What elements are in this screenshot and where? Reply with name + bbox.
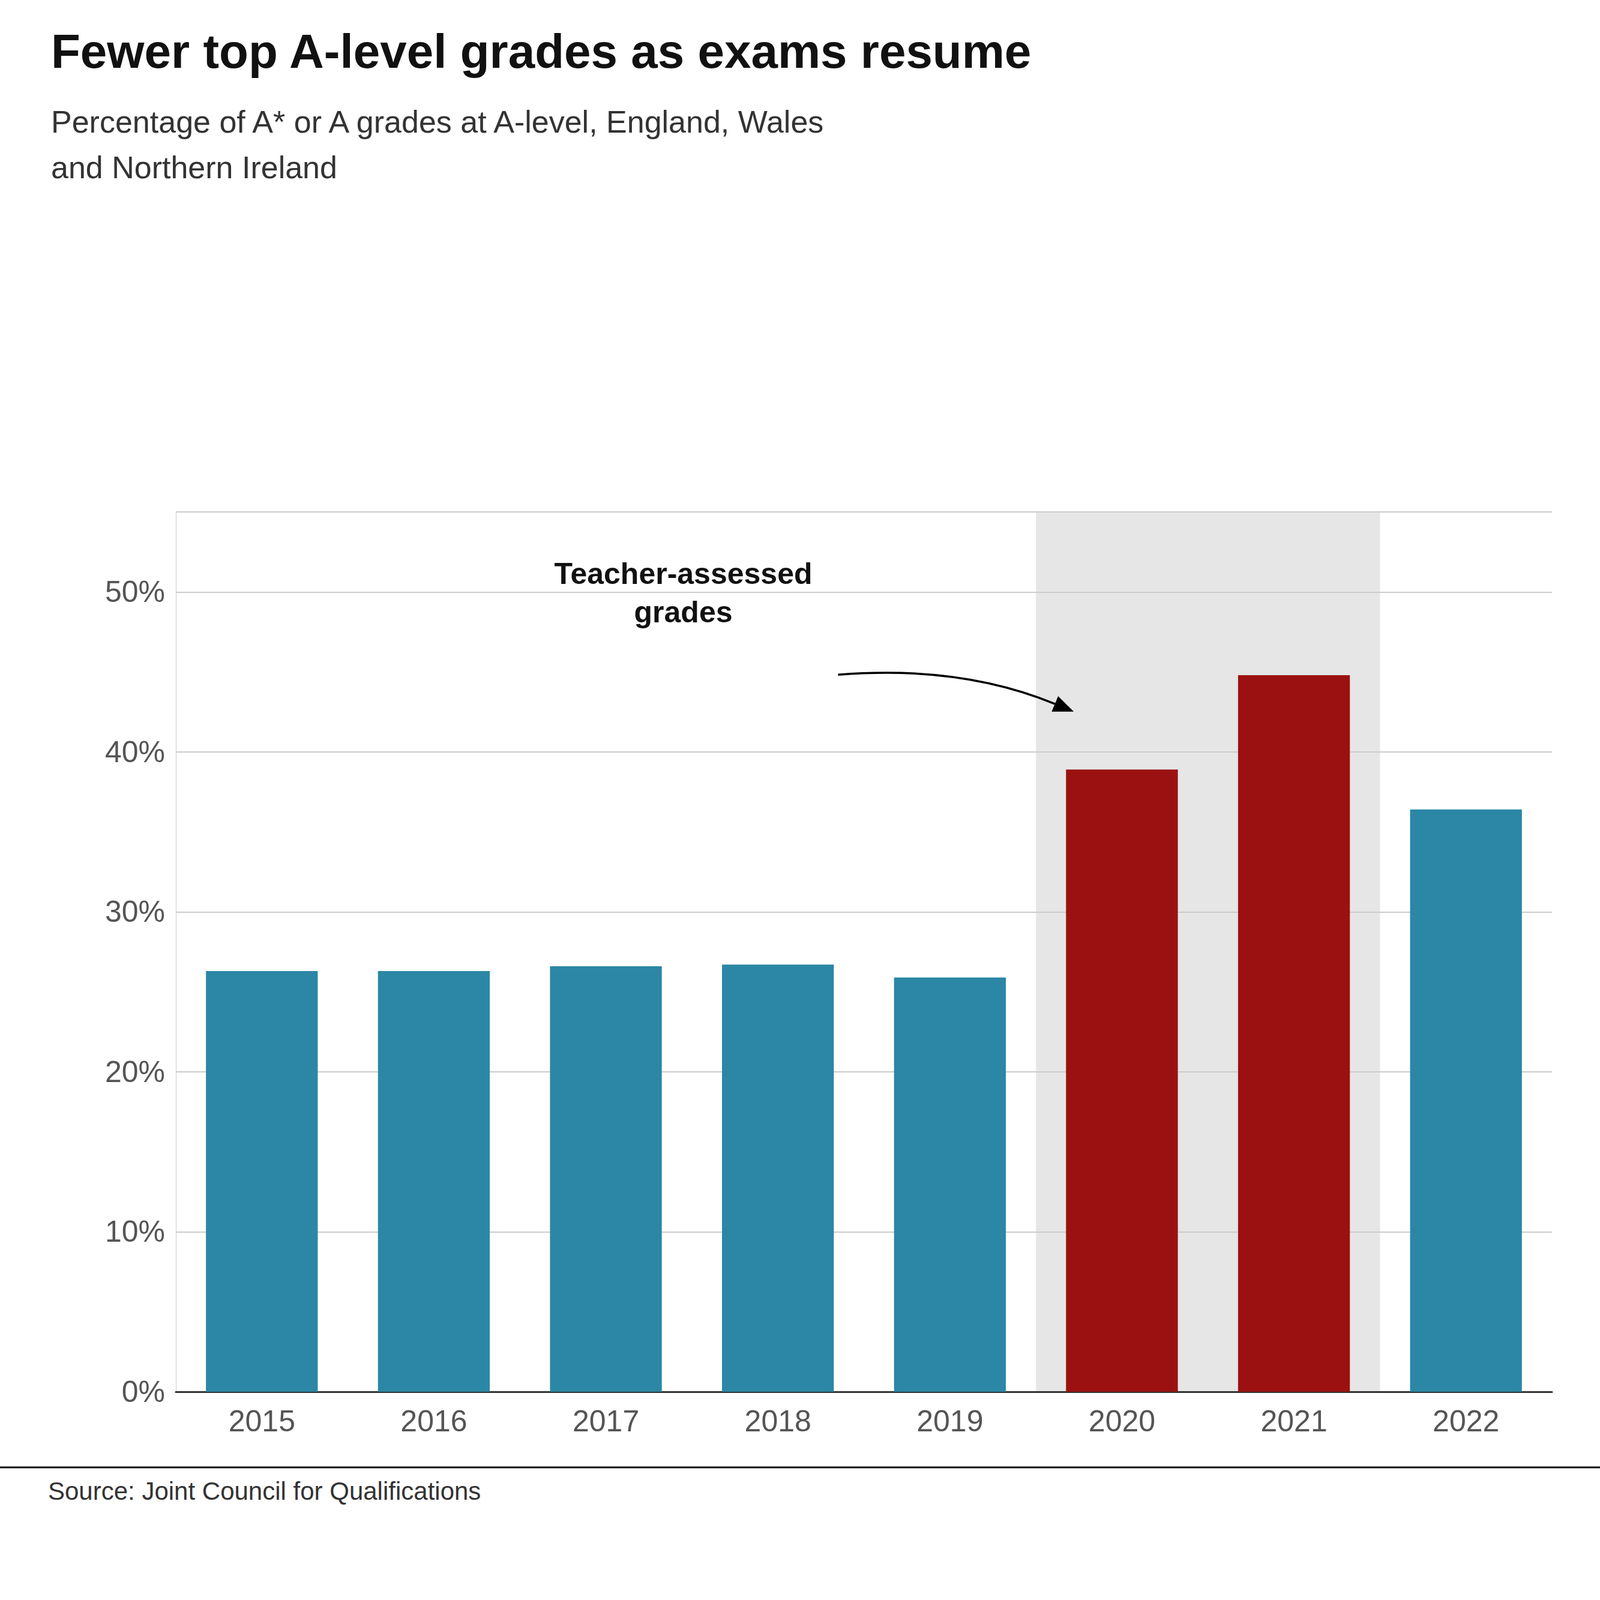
svg-text:2019: 2019 [916, 1404, 984, 1438]
svg-text:50%: 50% [105, 574, 166, 609]
svg-text:grades: grades [634, 595, 733, 629]
svg-text:20%: 20% [105, 1055, 166, 1089]
svg-text:and Northern Ireland: and Northern Ireland [51, 150, 338, 185]
svg-text:2022: 2022 [1432, 1404, 1500, 1438]
svg-text:Teacher-assessed: Teacher-assessed [554, 556, 813, 591]
svg-text:2016: 2016 [400, 1404, 467, 1438]
svg-text:2015: 2015 [228, 1404, 296, 1438]
svg-text:30%: 30% [105, 894, 166, 929]
svg-text:2018: 2018 [744, 1404, 812, 1438]
svg-text:Source: Joint Council for Qual: Source: Joint Council for Qualifications [48, 1476, 481, 1506]
svg-text:0%: 0% [121, 1374, 166, 1409]
svg-text:2017: 2017 [572, 1404, 640, 1438]
svg-text:40%: 40% [105, 735, 166, 769]
svg-text:2021: 2021 [1260, 1404, 1327, 1438]
svg-text:Fewer top A-level grades as ex: Fewer top A-level grades as exams resume [51, 24, 1032, 79]
svg-text:10%: 10% [105, 1214, 166, 1249]
svg-text:2020: 2020 [1088, 1404, 1156, 1438]
svg-text:Percentage of A* or A grades a: Percentage of A* or A grades at A-level,… [51, 104, 824, 140]
